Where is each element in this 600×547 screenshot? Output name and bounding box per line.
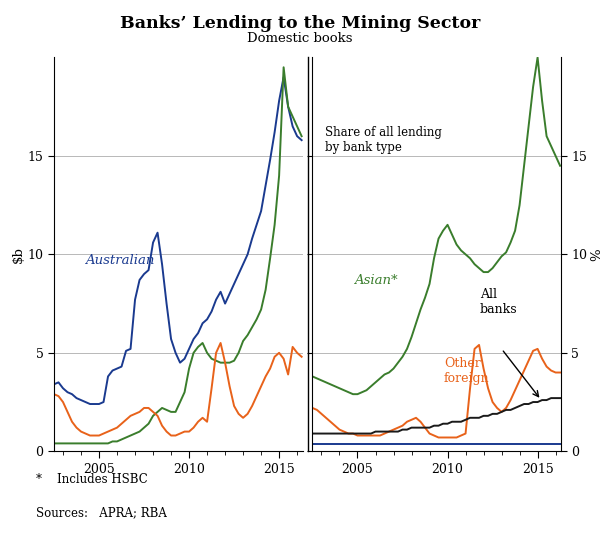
Text: Domestic books: Domestic books	[247, 32, 353, 45]
Text: Other
foreign: Other foreign	[444, 357, 490, 385]
Text: Australian: Australian	[85, 254, 154, 267]
Text: *    Includes HSBC: * Includes HSBC	[36, 473, 148, 486]
Text: Share of all lending
by bank type: Share of all lending by bank type	[325, 126, 442, 154]
Text: Banks’ Lending to the Mining Sector: Banks’ Lending to the Mining Sector	[120, 15, 480, 32]
Text: Sources:   APRA; RBA: Sources: APRA; RBA	[36, 506, 167, 519]
Text: All
banks: All banks	[480, 288, 518, 316]
Text: Asian*: Asian*	[354, 274, 398, 287]
Y-axis label: $b: $b	[12, 246, 25, 263]
Y-axis label: %: %	[590, 248, 600, 261]
